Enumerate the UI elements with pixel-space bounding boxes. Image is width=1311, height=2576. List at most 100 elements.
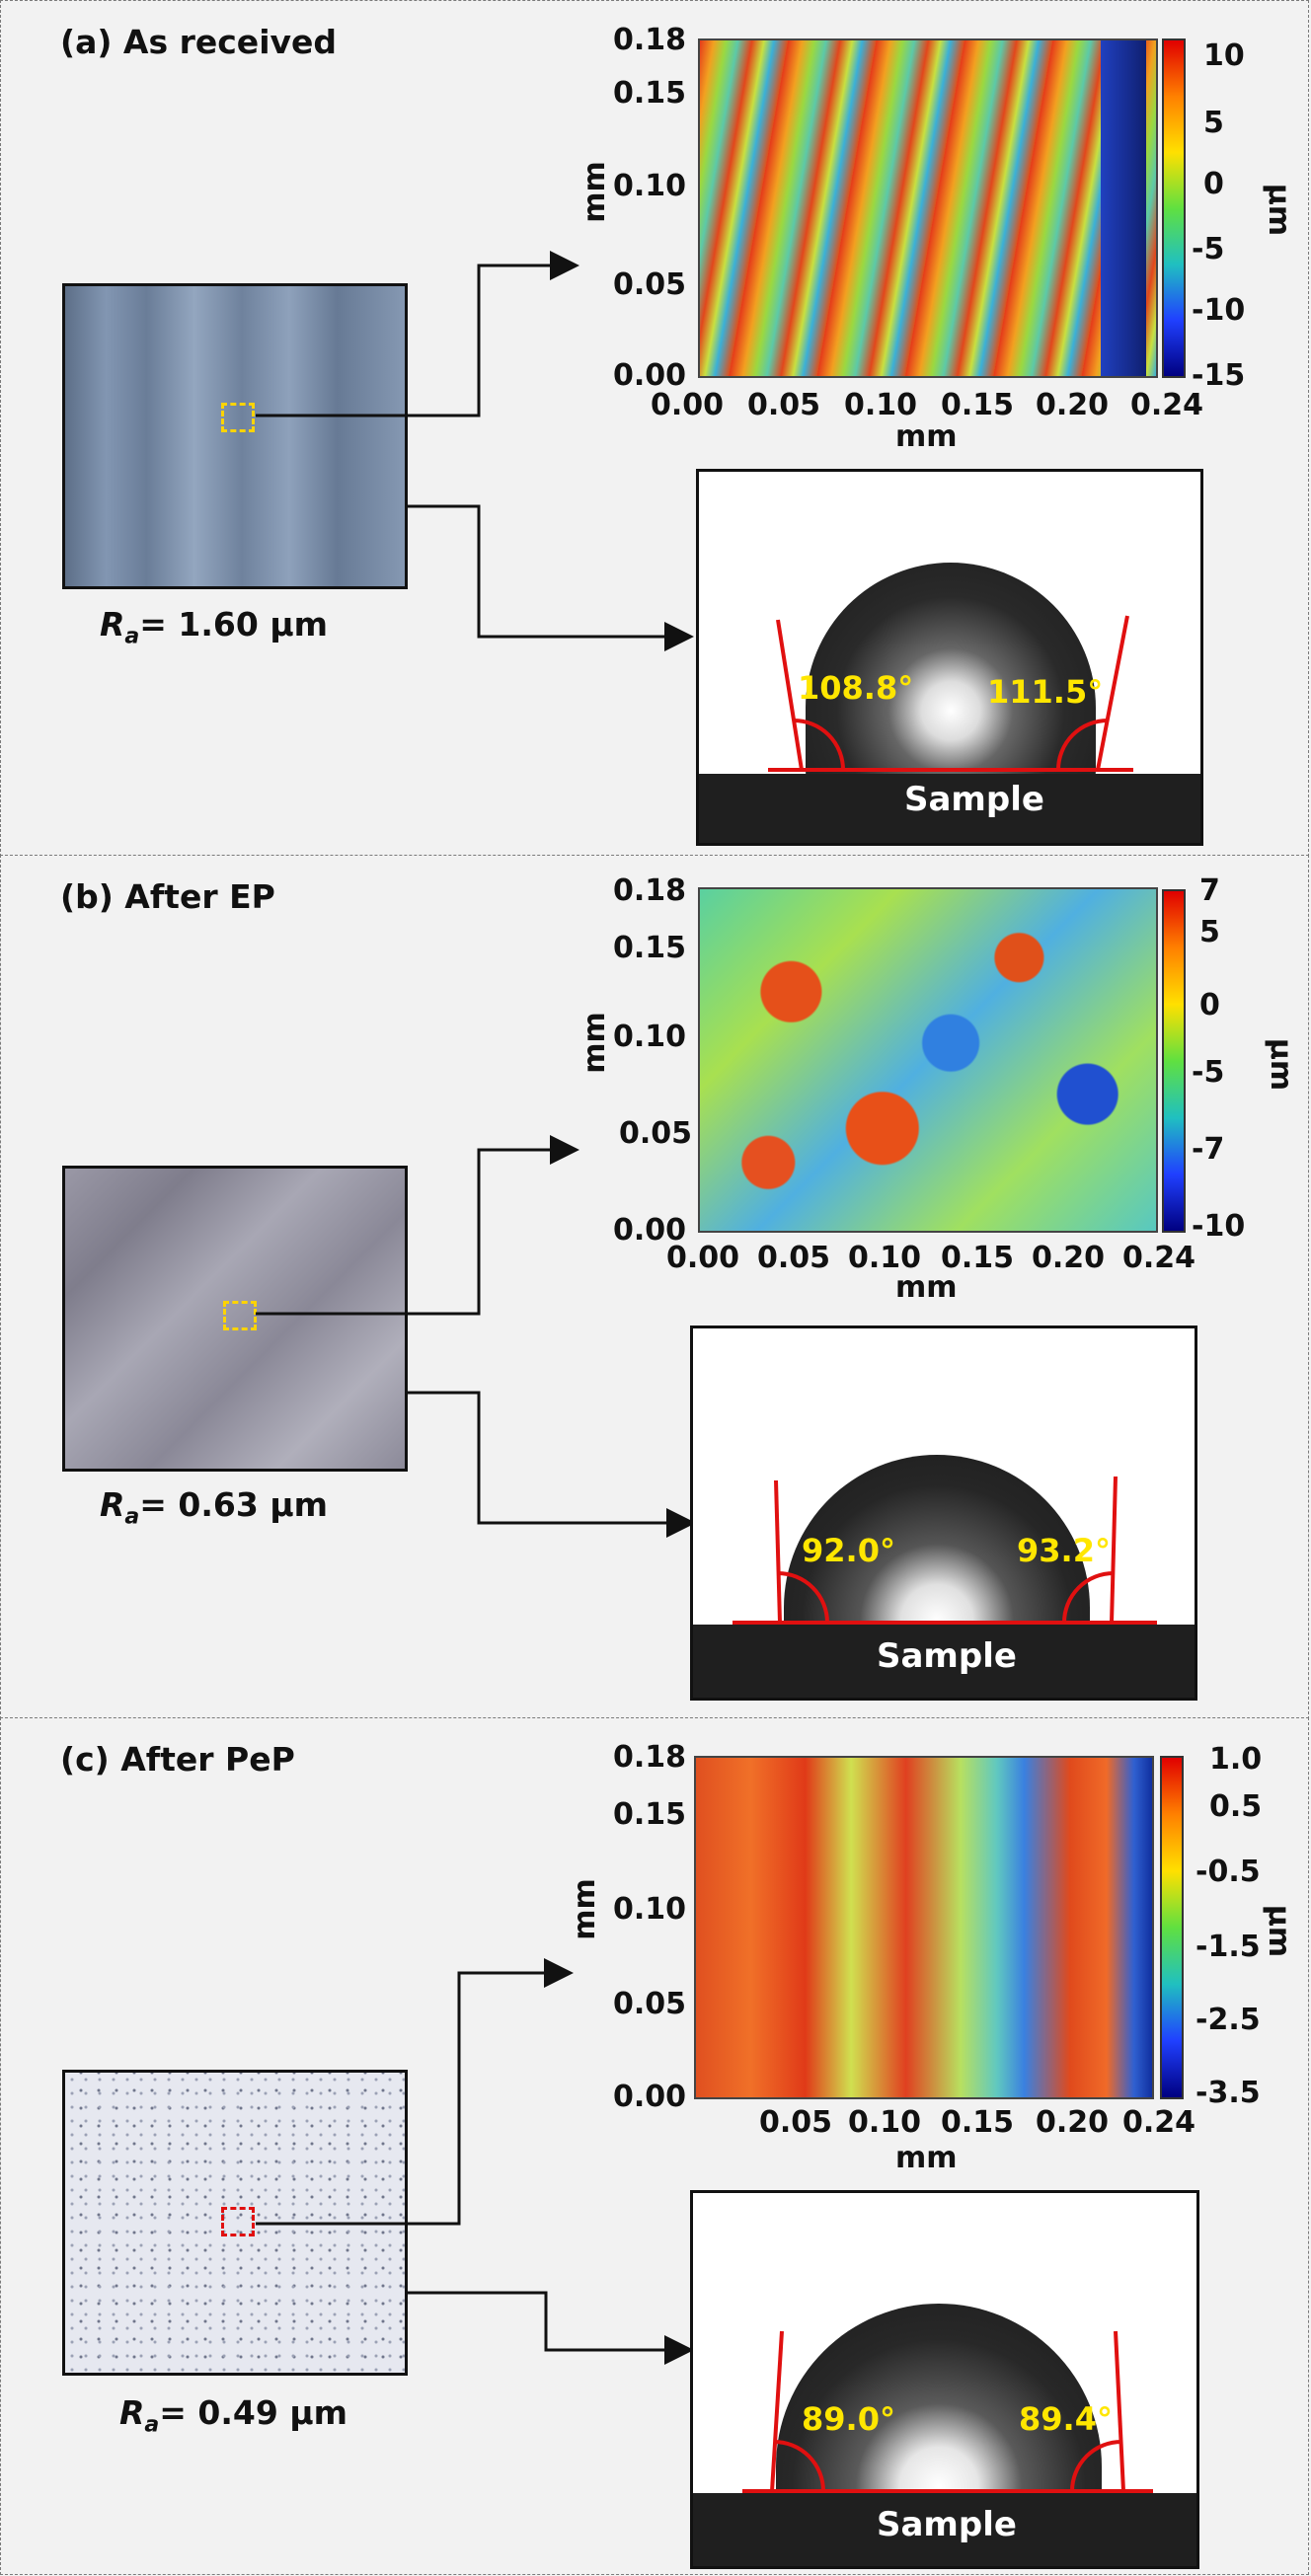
y-tick: 0.10 — [613, 1892, 687, 1927]
x-tick: 0.20 — [1032, 1241, 1106, 1275]
x-tick: 0.05 — [757, 1241, 831, 1275]
colorbar-tick: -3.5 — [1195, 2076, 1261, 2110]
colorbar-tick: -2.5 — [1195, 2003, 1261, 2037]
height-map — [698, 887, 1158, 1233]
tangent-lines — [768, 615, 1133, 772]
colorbar — [1160, 1756, 1184, 2099]
x-tick: 0.05 — [759, 2105, 833, 2140]
x-tick: 0.20 — [1036, 388, 1110, 422]
roughness-label: Ra= 1.60 μm — [100, 605, 328, 649]
y-tick: 0.00 — [613, 1213, 687, 1248]
left-contact-angle: 92.0° — [802, 1532, 895, 1569]
colorbar — [1162, 38, 1186, 378]
roi-marker — [221, 403, 255, 432]
y-tick: 0.05 — [619, 1116, 693, 1151]
colorbar-tick: -0.5 — [1195, 1855, 1261, 1889]
colorbar-tick: 0.5 — [1209, 1789, 1263, 1824]
y-tick: 0.05 — [613, 1987, 687, 2021]
colorbar — [1162, 889, 1186, 1233]
y-tick: 0.15 — [613, 76, 687, 111]
right-contact-angle: 89.4° — [1019, 2400, 1113, 2438]
roi-marker — [223, 1301, 257, 1330]
y-tick: 0.18 — [613, 873, 687, 908]
connector-arrows — [256, 251, 694, 651]
right-contact-angle: 111.5° — [987, 673, 1104, 711]
y-tick: 0.15 — [613, 1797, 687, 1832]
contact-angle-image: 108.8° 111.5° Sample — [696, 469, 1203, 846]
x-axis-title: mm — [895, 1270, 958, 1305]
x-tick: 0.10 — [848, 2105, 922, 2140]
y-tick: 0.00 — [613, 358, 687, 393]
colorbar-tick: 7 — [1199, 873, 1220, 908]
y-tick: 0.00 — [613, 2080, 687, 2114]
y-axis-title: mm — [577, 1012, 612, 1074]
left-contact-angle: 89.0° — [802, 2400, 895, 2438]
x-tick: 0.00 — [651, 388, 725, 422]
colorbar-unit: μm — [1262, 183, 1297, 237]
colorbar-tick: 5 — [1199, 915, 1220, 949]
tangent-lines — [733, 1476, 1157, 1625]
x-tick: 0.05 — [747, 388, 821, 422]
colorbar-tick: -15 — [1192, 358, 1246, 393]
panel-after-pep: (c) After PeP Ra= 0.49 μm 0.18 0.15 0.10… — [0, 1717, 1309, 2575]
x-axis-title: mm — [895, 2141, 958, 2175]
colorbar-tick: 0 — [1199, 988, 1220, 1023]
y-tick: 0.05 — [613, 267, 687, 302]
y-tick: 0.10 — [613, 1020, 687, 1054]
panel-after-ep: (b) After EP Ra= 0.63 μm 0.18 0.15 0.10 … — [0, 855, 1309, 1719]
surface-photo — [62, 283, 408, 589]
roi-marker — [221, 2207, 255, 2236]
roughness-label: Ra= 0.49 μm — [119, 2393, 347, 2438]
x-tick: 0.10 — [848, 1241, 922, 1275]
connector-arrows — [256, 1135, 696, 1538]
y-tick: 0.15 — [613, 931, 687, 965]
tangent-lines — [742, 2330, 1153, 2493]
sample-label: Sample — [877, 2505, 1017, 2544]
substrate — [693, 1625, 1195, 1698]
roughness-label: Ra= 0.63 μm — [100, 1485, 328, 1530]
panel-title: (c) After PeP — [60, 1740, 295, 1779]
colorbar-tick: 10 — [1203, 38, 1245, 73]
sample-label: Sample — [904, 780, 1044, 819]
colorbar-tick: -10 — [1192, 1209, 1246, 1244]
sample-label: Sample — [877, 1636, 1017, 1676]
surface-photo — [62, 1166, 408, 1472]
colorbar-tick: -5 — [1192, 1055, 1225, 1090]
x-tick: 0.15 — [941, 1241, 1015, 1275]
colorbar-tick: -5 — [1192, 232, 1225, 266]
contact-angle-image: 89.0° 89.4° Sample — [690, 2190, 1199, 2569]
substrate — [693, 2493, 1196, 2566]
panel-title: (a) As received — [60, 23, 338, 61]
colorbar-tick: 1.0 — [1209, 1742, 1263, 1777]
contact-angle-image: 92.0° 93.2° Sample — [690, 1326, 1197, 1701]
colorbar-unit: μm — [1262, 1904, 1297, 1958]
x-tick: 0.24 — [1122, 2105, 1196, 2140]
colorbar-tick: -1.5 — [1195, 1930, 1261, 1964]
y-axis-title: mm — [567, 1878, 602, 1940]
colorbar-unit: μm — [1264, 1037, 1299, 1092]
x-tick: 0.24 — [1130, 388, 1204, 422]
colorbar-tick: 0 — [1203, 167, 1224, 201]
substrate — [699, 774, 1200, 843]
left-contact-angle: 108.8° — [798, 669, 914, 707]
x-tick: 0.15 — [941, 2105, 1015, 2140]
y-tick: 0.18 — [613, 23, 687, 57]
x-axis-title: mm — [895, 419, 958, 454]
right-contact-angle: 93.2° — [1017, 1532, 1111, 1569]
colorbar-tick: -10 — [1192, 293, 1246, 328]
y-tick: 0.10 — [613, 169, 687, 203]
height-map — [694, 1756, 1154, 2099]
panel-title: (b) After EP — [60, 877, 275, 916]
y-axis-title: mm — [577, 161, 612, 223]
connector-arrows — [256, 1958, 694, 2365]
colorbar-tick: 5 — [1203, 106, 1224, 140]
panel-as-received: (a) As received Ra= 1.60 μm 0.18 0.15 0.… — [0, 0, 1309, 857]
x-tick: 0.24 — [1122, 1241, 1196, 1275]
x-tick: 0.15 — [941, 388, 1015, 422]
colorbar-tick: -7 — [1192, 1132, 1225, 1167]
x-tick: 0.10 — [844, 388, 918, 422]
y-tick: 0.18 — [613, 1740, 687, 1775]
x-tick: 0.20 — [1036, 2105, 1110, 2140]
height-map — [698, 38, 1158, 378]
x-tick: 0.00 — [666, 1241, 740, 1275]
